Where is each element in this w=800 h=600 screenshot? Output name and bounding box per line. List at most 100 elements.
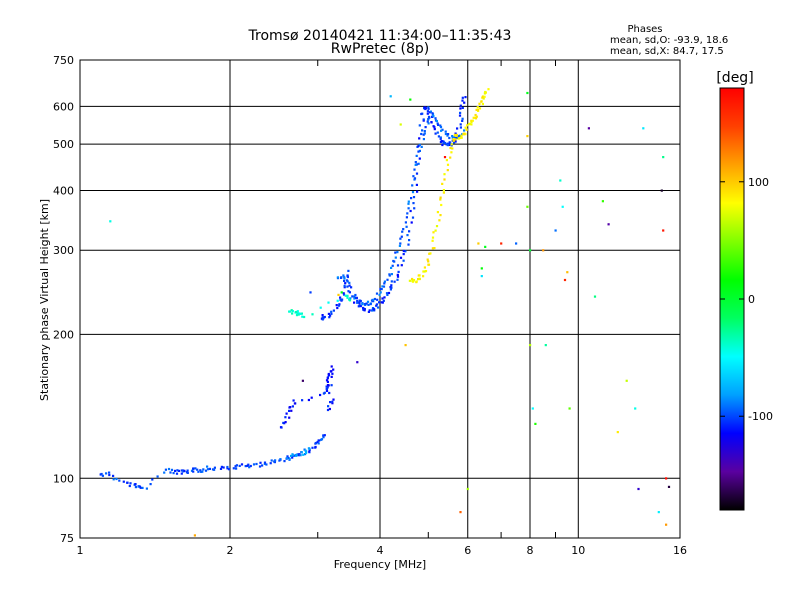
data-point — [108, 471, 111, 474]
data-point — [145, 487, 148, 490]
data-point — [389, 288, 392, 291]
data-point — [339, 298, 342, 301]
data-point — [400, 264, 403, 267]
colorbar-tick-label: 0 — [748, 293, 755, 306]
data-point — [415, 183, 418, 186]
data-point — [424, 126, 427, 129]
data-point — [378, 301, 381, 304]
data-point — [326, 380, 329, 383]
data-point — [458, 136, 461, 140]
data-point — [420, 145, 423, 148]
data-point — [453, 141, 456, 144]
data-point — [366, 300, 370, 303]
data-point — [138, 485, 141, 488]
data-point — [351, 295, 354, 298]
data-point — [296, 310, 299, 313]
data-point — [440, 140, 443, 143]
data-point — [660, 189, 663, 192]
data-point — [441, 182, 444, 185]
data-point — [396, 278, 399, 281]
data-point — [399, 242, 402, 245]
data-point — [183, 469, 186, 472]
data-point — [466, 487, 469, 491]
data-point — [404, 344, 407, 347]
data-point — [418, 149, 421, 152]
data-point — [126, 481, 129, 484]
data-point — [435, 225, 439, 228]
data-point — [330, 310, 333, 313]
data-point — [446, 134, 449, 137]
data-point — [308, 450, 311, 453]
chart-subtitle: RwPretec (8p) — [331, 41, 429, 57]
data-point — [434, 132, 437, 135]
data-point — [418, 274, 421, 277]
data-point — [399, 237, 402, 240]
data-point — [423, 266, 426, 269]
data-point — [356, 299, 359, 302]
data-point — [462, 132, 466, 135]
data-point — [372, 300, 375, 303]
data-point — [410, 221, 413, 224]
data-point — [466, 124, 469, 127]
data-point — [483, 95, 486, 98]
colorbar-label: [deg] — [716, 70, 753, 86]
data-point — [344, 282, 347, 285]
data-point — [415, 280, 418, 283]
data-point — [139, 486, 142, 489]
data-point — [436, 211, 439, 214]
data-point — [563, 278, 567, 282]
data-point — [404, 250, 407, 253]
data-point — [456, 127, 459, 130]
data-point — [323, 391, 326, 394]
data-point — [202, 468, 205, 471]
data-point — [134, 486, 137, 489]
data-point — [186, 471, 189, 474]
data-point — [346, 280, 349, 283]
data-point — [280, 426, 283, 429]
data-point — [376, 306, 380, 309]
data-point — [326, 386, 329, 389]
data-point — [328, 391, 331, 395]
data-point — [222, 466, 225, 469]
data-point — [311, 313, 314, 316]
data-point — [412, 175, 415, 178]
data-point — [355, 296, 358, 300]
data-point — [344, 294, 347, 297]
data-point — [474, 117, 478, 120]
y-tick-label: 300 — [53, 244, 74, 257]
data-point — [336, 276, 339, 279]
data-point — [424, 270, 428, 273]
data-point — [459, 123, 462, 126]
data-point — [665, 523, 668, 526]
data-point — [291, 310, 294, 313]
data-point — [327, 301, 330, 304]
data-point — [327, 405, 330, 408]
data-point — [460, 136, 463, 139]
data-point — [382, 285, 386, 288]
x-tick-labels: 1 2 4 6 8 10 16 — [77, 544, 688, 557]
data-point — [292, 399, 295, 402]
data-point — [325, 389, 329, 392]
data-point — [346, 296, 349, 299]
data-point — [461, 96, 464, 99]
data-point — [414, 163, 417, 166]
data-point — [288, 310, 292, 313]
data-point — [375, 304, 378, 307]
data-point — [487, 88, 490, 91]
x-axis-label: Frequency [MHz] — [334, 558, 426, 571]
data-point — [413, 178, 416, 181]
data-point — [427, 122, 430, 125]
data-point — [122, 480, 125, 483]
data-point — [399, 123, 402, 126]
data-point — [459, 104, 462, 107]
data-point — [454, 138, 457, 141]
data-point — [112, 478, 115, 481]
data-point — [482, 97, 485, 100]
data-point — [283, 422, 286, 425]
data-point — [470, 120, 473, 124]
data-point — [422, 133, 425, 136]
y-tick-label: 100 — [53, 472, 74, 485]
data-point — [174, 469, 177, 472]
data-point — [464, 96, 467, 99]
data-point — [213, 466, 216, 469]
